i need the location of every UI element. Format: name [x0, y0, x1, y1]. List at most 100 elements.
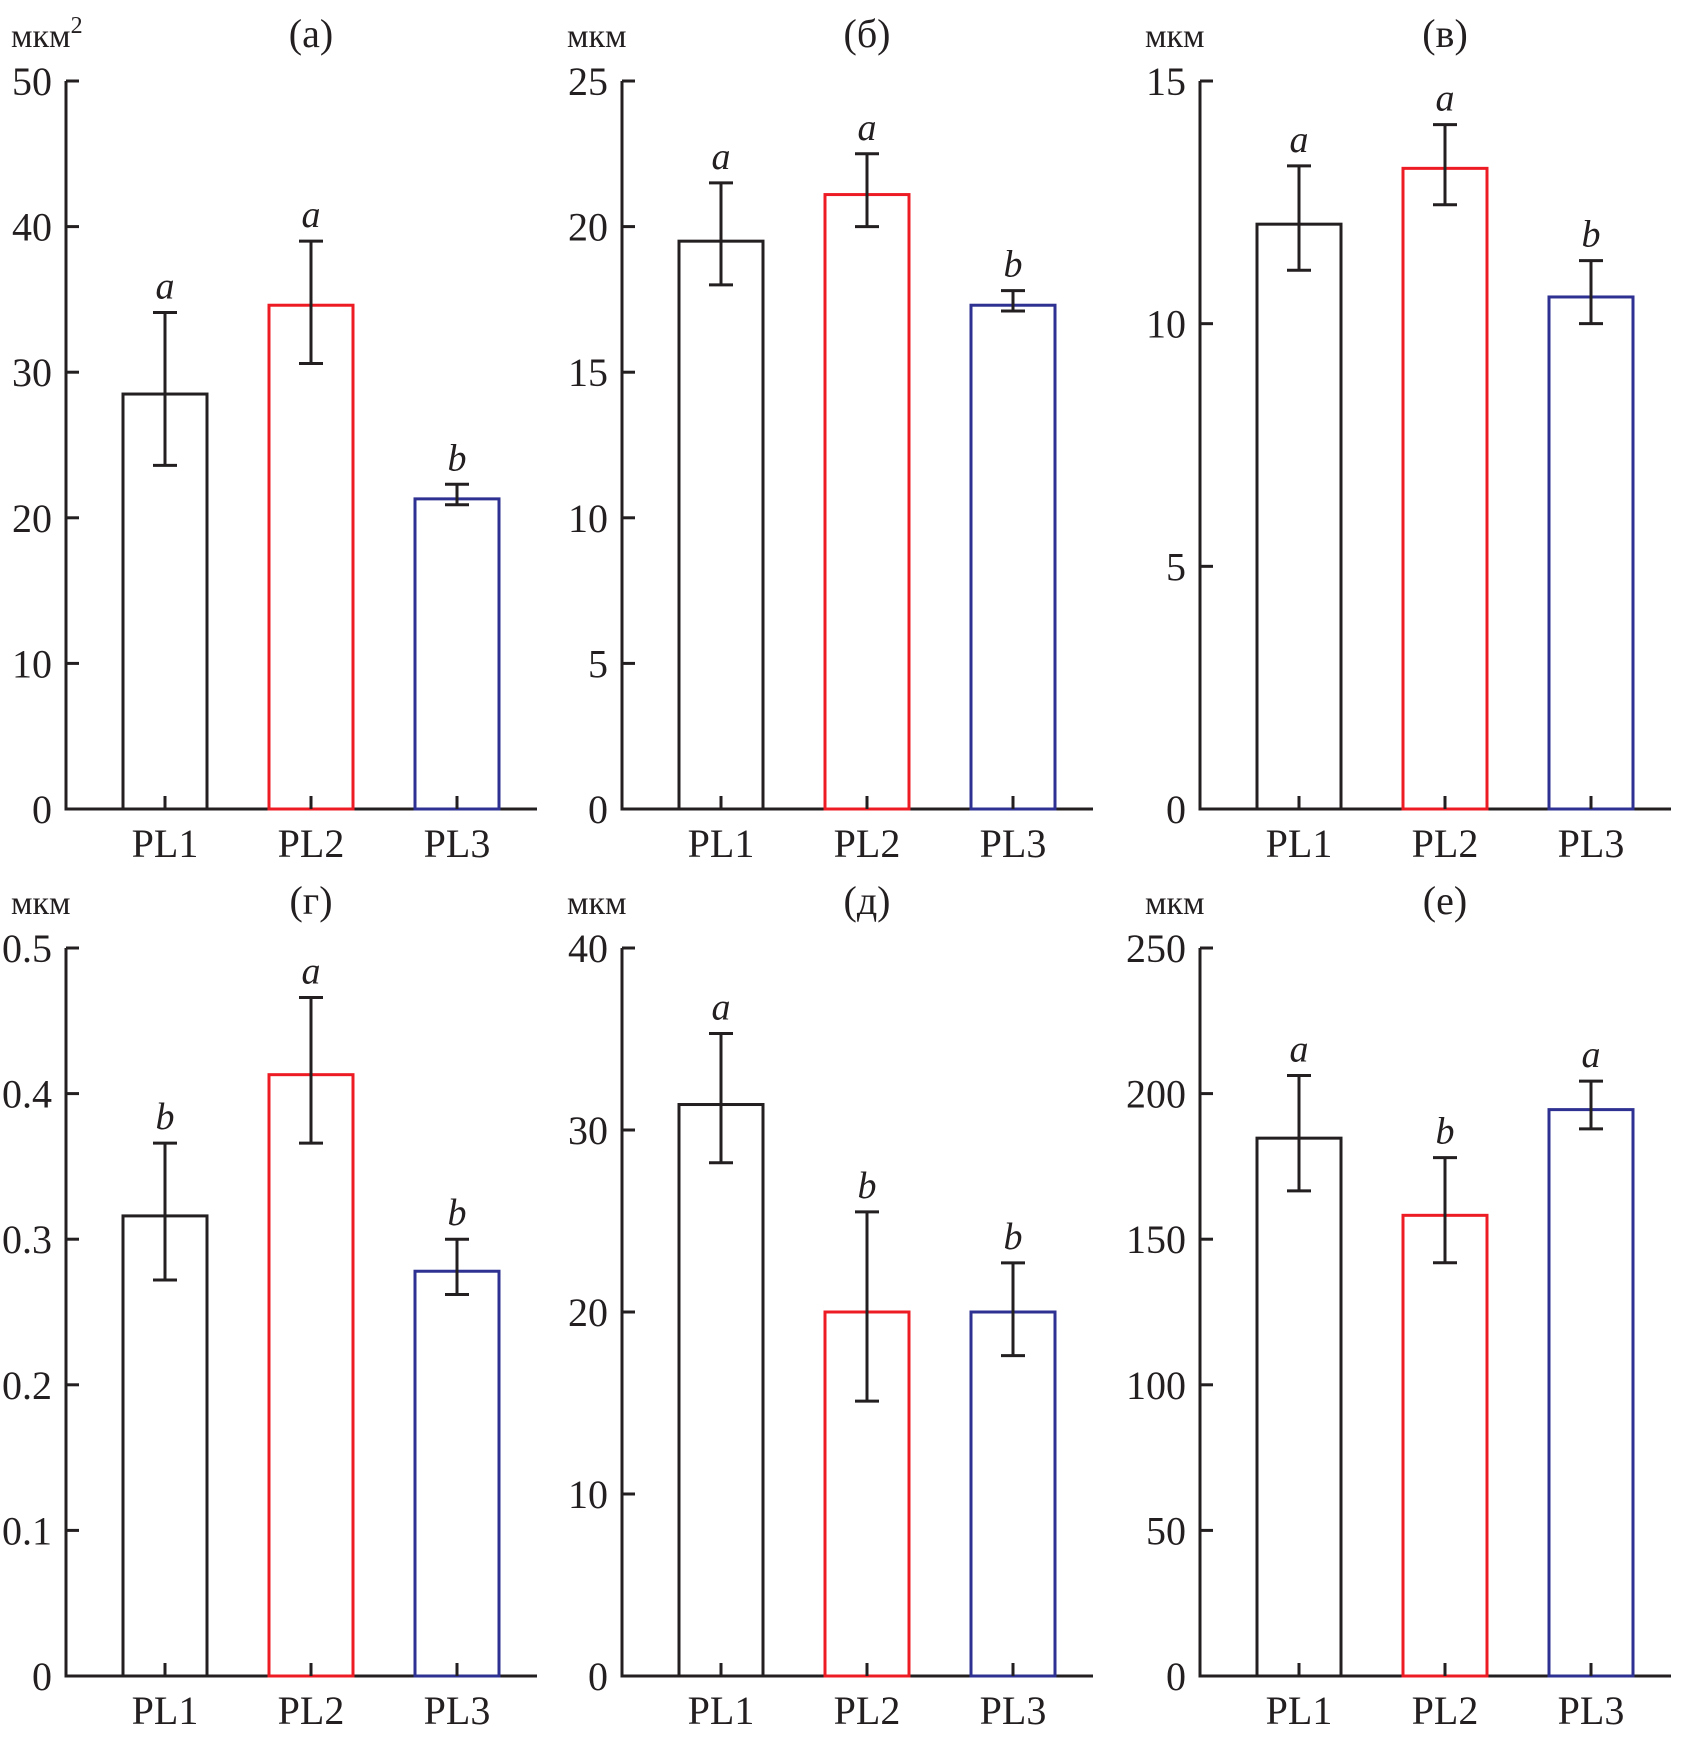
y-axis-unit-label: мкм: [11, 885, 71, 922]
y-tick-label: 250: [1126, 926, 1186, 971]
significance-label: b: [448, 1192, 467, 1234]
x-tick-label: PL3: [1558, 1688, 1625, 1733]
panel-title: (г): [289, 878, 332, 923]
x-tick-label: PL1: [132, 1688, 199, 1733]
x-tick-label: PL2: [834, 821, 901, 866]
y-tick-label: 10: [568, 496, 608, 541]
significance-label: b: [1004, 244, 1023, 286]
y-axis-unit-label: мкм: [1145, 18, 1205, 55]
y-tick-label: 5: [1166, 544, 1186, 589]
y-tick-label: 30: [12, 350, 52, 395]
x-tick-label: PL1: [1266, 1688, 1333, 1733]
y-tick-label: 0.3: [2, 1217, 52, 1262]
significance-label: a: [1290, 1029, 1309, 1071]
y-tick-label: 20: [568, 1290, 608, 1335]
x-tick-label: PL3: [980, 821, 1047, 866]
y-axis-unit-label: мкм2: [11, 13, 83, 55]
y-tick-label: 0: [32, 1654, 52, 1699]
y-tick-label: 0: [1166, 787, 1186, 832]
y-tick-label: 0: [588, 787, 608, 832]
y-tick-label: 15: [1146, 59, 1186, 104]
significance-label: b: [1004, 1216, 1023, 1258]
bar-pl3: [1547, 1108, 1635, 1678]
unit-superscript: 2: [71, 13, 83, 39]
significance-label: b: [448, 437, 467, 479]
y-tick-label: 0.1: [2, 1508, 52, 1553]
bar-pl2: [267, 1073, 355, 1678]
y-tick-label: 20: [12, 496, 52, 541]
panel-3: мкм (в) 0 5 10 15 a PL1 a PL2 b PL3: [1145, 11, 1671, 866]
y-tick-label: 10: [1146, 302, 1186, 347]
y-tick-label: 100: [1126, 1363, 1186, 1408]
panel-title: (б): [844, 11, 891, 56]
y-tick-label: 15: [568, 350, 608, 395]
significance-label: a: [156, 266, 175, 308]
bar-pl1: [677, 239, 765, 811]
bar-pl2: [823, 193, 911, 811]
x-tick-label: PL2: [834, 1688, 901, 1733]
y-tick-label: 40: [568, 926, 608, 971]
y-tick-label: 10: [12, 641, 52, 686]
bar-pl1: [1255, 1136, 1343, 1678]
significance-label: b: [156, 1096, 175, 1138]
x-tick-label: PL2: [1412, 1688, 1479, 1733]
y-axis-unit-label: мкм: [567, 18, 627, 55]
significance-label: a: [712, 136, 731, 178]
significance-label: a: [858, 107, 877, 149]
y-tick-label: 50: [12, 59, 52, 104]
y-tick-label: 20: [568, 205, 608, 250]
y-tick-label: 25: [568, 59, 608, 104]
y-tick-label: 0: [588, 1654, 608, 1699]
bar-pl2: [1401, 1213, 1489, 1678]
bar-pl1: [677, 1103, 765, 1678]
panel-1: мкм2 (a) 0 10 20 30 40 50 a PL1 a PL2 b PL3: [11, 11, 537, 866]
x-tick-label: PL1: [132, 821, 199, 866]
bar-pl1: [1255, 222, 1343, 811]
panel-title: (a): [289, 11, 333, 56]
x-tick-label: PL3: [424, 1688, 491, 1733]
panel-2: мкм (б) 0 5 10 15 20 25 a PL1 a PL2 b PL3: [567, 11, 1093, 866]
panel-4: мкм (г) 0 0.1 0.2 0.3 0.4 0.5 b PL1 a PL2 b PL3: [2, 878, 537, 1733]
significance-label: a: [712, 987, 731, 1029]
y-tick-label: 0.4: [2, 1072, 52, 1117]
y-tick-label: 40: [12, 205, 52, 250]
y-tick-label: 0: [32, 787, 52, 832]
y-tick-label: 30: [568, 1108, 608, 1153]
y-tick-label: 0.5: [2, 926, 52, 971]
panel-5: мкм (д) 0 10 20 30 40 a PL1 b PL2 b PL3: [567, 878, 1093, 1733]
x-tick-label: PL2: [278, 1688, 345, 1733]
y-tick-label: 10: [568, 1472, 608, 1517]
bar-pl1: [121, 1214, 209, 1678]
x-tick-label: PL1: [1266, 821, 1333, 866]
significance-label: a: [1582, 1034, 1601, 1076]
x-tick-label: PL3: [980, 1688, 1047, 1733]
bar-pl3: [1547, 295, 1635, 811]
x-tick-label: PL2: [278, 821, 345, 866]
y-tick-label: 5: [588, 641, 608, 686]
y-axis-unit-label: мкм: [1145, 885, 1205, 922]
x-tick-label: PL1: [688, 1688, 755, 1733]
x-tick-label: PL3: [424, 821, 491, 866]
bar-pl3: [969, 303, 1057, 811]
bar-pl3: [413, 497, 501, 811]
x-tick-label: PL3: [1558, 821, 1625, 866]
significance-label: a: [302, 194, 321, 236]
significance-label: b: [858, 1165, 877, 1207]
y-tick-label: 150: [1126, 1217, 1186, 1262]
bar-pl2: [1401, 166, 1489, 811]
significance-label: a: [302, 951, 321, 993]
x-tick-label: PL2: [1412, 821, 1479, 866]
y-axis-unit-label: мкм: [567, 885, 627, 922]
panel-title: (д): [844, 878, 891, 923]
bar-pl2: [267, 303, 355, 811]
panel-title: (в): [1422, 11, 1468, 56]
significance-label: b: [1436, 1111, 1455, 1153]
x-tick-label: PL1: [688, 821, 755, 866]
significance-label: a: [1436, 78, 1455, 120]
y-tick-label: 200: [1126, 1072, 1186, 1117]
significance-label: a: [1290, 119, 1309, 161]
y-tick-label: 0.2: [2, 1363, 52, 1408]
y-tick-label: 50: [1146, 1508, 1186, 1553]
y-tick-label: 0: [1166, 1654, 1186, 1699]
